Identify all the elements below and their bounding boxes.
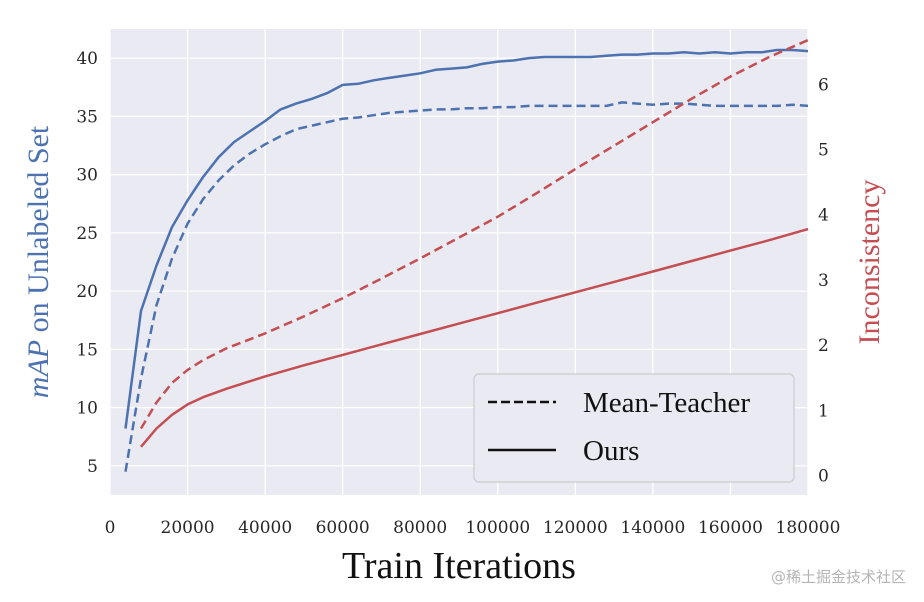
x-tick-label-8: 160000 (698, 518, 763, 538)
y-left-tick-label-3: 20 (76, 282, 98, 302)
x-tick-label-1: 20000 (161, 518, 215, 538)
series-left-solid-line (124, 48, 809, 429)
x-tick-label-6: 120000 (543, 518, 608, 538)
legend-label-ours: Ours (583, 435, 639, 467)
y-left-tick-labels: 5 10 15 20 25 30 35 40 (76, 49, 98, 477)
legend: Mean-Teacher Ours (473, 373, 795, 483)
series-left-dashed-line (124, 101, 809, 472)
y-right-tick-label-1: 1 (818, 401, 829, 421)
y-left-tick-label-0: 5 (87, 457, 98, 477)
y-left-tick-label-6: 35 (76, 107, 98, 127)
y-left-axis-label-rest: on Unlabeled Set (22, 125, 55, 340)
y-right-tick-label-3: 3 (818, 271, 829, 291)
x-tick-label-0: 0 (105, 518, 116, 538)
y-left-tick-label-2: 15 (76, 340, 98, 360)
series-right-solid-line (140, 227, 809, 448)
y-left-tick-label-1: 10 (76, 399, 98, 419)
x-axis-label: Train Iterations (342, 545, 576, 587)
y-left-tick-label-7: 40 (76, 49, 98, 69)
x-tick-label-7: 140000 (620, 518, 685, 538)
y-right-tick-label-5: 5 (818, 141, 829, 161)
x-tick-label-5: 100000 (465, 518, 530, 538)
x-tick-labels: 0 20000 40000 60000 80000 100000 120000 140000 1… (105, 518, 841, 538)
y-left-axis-label-italic: mAP (22, 340, 55, 398)
x-tick-label-2: 40000 (238, 518, 292, 538)
y-right-tick-label-0: 0 (818, 466, 829, 486)
x-tick-label-9: 180000 (776, 518, 841, 538)
series-lines (124, 38, 809, 472)
y-right-axis-label: Inconsistency (853, 180, 886, 345)
series-right-dashed-line (139, 38, 809, 430)
x-tick-label-3: 60000 (316, 518, 370, 538)
y-right-tick-label-6: 6 (818, 75, 829, 95)
y-right-tick-labels: 0 1 2 3 4 5 6 (818, 75, 829, 486)
watermark: @稀土掘金技术社区 (771, 568, 906, 586)
y-right-tick-label-4: 4 (818, 206, 829, 226)
y-left-tick-label-5: 30 (76, 166, 98, 186)
x-tick-label-4: 80000 (393, 518, 447, 538)
y-left-axis-label: mAP on Unlabeled Set (22, 125, 55, 398)
legend-label-mean-teacher: Mean-Teacher (583, 387, 750, 419)
y-right-tick-label-2: 2 (818, 336, 829, 356)
y-left-tick-label-4: 25 (76, 224, 98, 244)
